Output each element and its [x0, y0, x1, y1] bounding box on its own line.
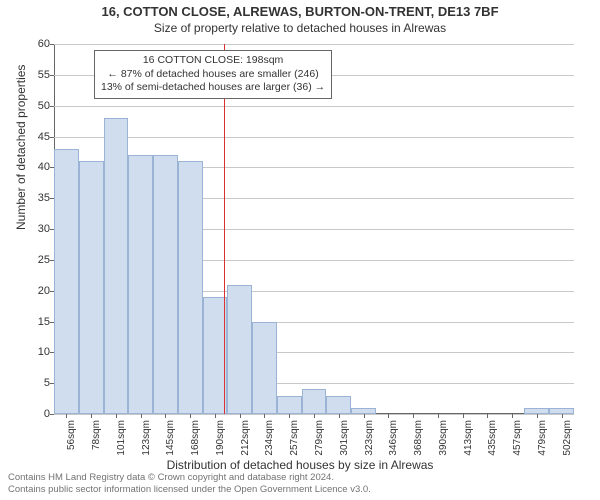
annotation-line-1: 16 COTTON CLOSE: 198sqm	[101, 54, 325, 68]
histogram-bar	[128, 155, 153, 414]
footer-line-2: Contains public sector information licen…	[8, 484, 371, 496]
x-tick-mark	[141, 414, 142, 418]
histogram-bar	[153, 155, 178, 414]
gridline	[54, 44, 574, 45]
y-tick-mark	[50, 44, 54, 45]
x-tick-mark	[91, 414, 92, 418]
x-tick-mark	[388, 414, 389, 418]
histogram-bar	[178, 161, 203, 414]
annotation-box: 16 COTTON CLOSE: 198sqm← 87% of detached…	[94, 50, 332, 99]
x-tick-mark	[413, 414, 414, 418]
x-tick-mark	[240, 414, 241, 418]
x-tick-mark	[487, 414, 488, 418]
x-tick-mark	[116, 414, 117, 418]
y-tick-label: 30	[30, 223, 50, 235]
y-tick-mark	[50, 106, 54, 107]
histogram-bar	[277, 396, 302, 415]
y-tick-label: 45	[30, 131, 50, 143]
x-tick-mark	[215, 414, 216, 418]
y-tick-label: 15	[30, 316, 50, 328]
y-tick-label: 0	[30, 408, 50, 420]
page-subtitle: Size of property relative to detached ho…	[0, 21, 600, 35]
x-tick-mark	[562, 414, 563, 418]
y-tick-mark	[50, 137, 54, 138]
y-tick-label: 40	[30, 161, 50, 173]
histogram-bar	[326, 396, 351, 415]
page-title: 16, COTTON CLOSE, ALREWAS, BURTON-ON-TRE…	[0, 4, 600, 19]
y-tick-mark	[50, 75, 54, 76]
y-tick-label: 25	[30, 254, 50, 266]
x-tick-mark	[537, 414, 538, 418]
y-tick-label: 5	[30, 377, 50, 389]
histogram-bar	[79, 161, 104, 414]
footer-attribution: Contains HM Land Registry data © Crown c…	[8, 472, 371, 496]
x-tick-mark	[512, 414, 513, 418]
x-tick-mark	[66, 414, 67, 418]
x-tick-mark	[463, 414, 464, 418]
y-tick-label: 50	[30, 100, 50, 112]
x-tick-mark	[314, 414, 315, 418]
y-tick-label: 60	[30, 38, 50, 50]
reference-line	[224, 44, 225, 414]
annotation-line-3: 13% of semi-detached houses are larger (…	[101, 81, 325, 95]
x-tick-mark	[339, 414, 340, 418]
y-tick-label: 20	[30, 285, 50, 297]
histogram-bar	[252, 322, 277, 415]
footer-line-1: Contains HM Land Registry data © Crown c…	[8, 472, 371, 484]
histogram-bar	[54, 149, 79, 414]
histogram-bar	[227, 285, 252, 415]
y-axis-label: Number of detached properties	[14, 65, 28, 230]
gridline	[54, 106, 574, 107]
y-tick-mark	[50, 414, 54, 415]
y-tick-label: 35	[30, 192, 50, 204]
gridline	[54, 137, 574, 138]
x-tick-mark	[438, 414, 439, 418]
plot-area: 05101520253035404550556056sqm78sqm101sqm…	[54, 44, 574, 414]
y-tick-label: 55	[30, 69, 50, 81]
x-axis-label: Distribution of detached houses by size …	[0, 458, 600, 472]
histogram-bar	[302, 389, 327, 414]
x-tick-mark	[364, 414, 365, 418]
x-tick-mark	[165, 414, 166, 418]
x-tick-mark	[190, 414, 191, 418]
x-tick-mark	[264, 414, 265, 418]
histogram-bar	[104, 118, 129, 414]
x-tick-mark	[289, 414, 290, 418]
annotation-line-2: ← 87% of detached houses are smaller (24…	[101, 68, 325, 82]
y-tick-label: 10	[30, 346, 50, 358]
chart-title-block: 16, COTTON CLOSE, ALREWAS, BURTON-ON-TRE…	[0, 0, 600, 35]
histogram-chart: 05101520253035404550556056sqm78sqm101sqm…	[54, 44, 574, 414]
